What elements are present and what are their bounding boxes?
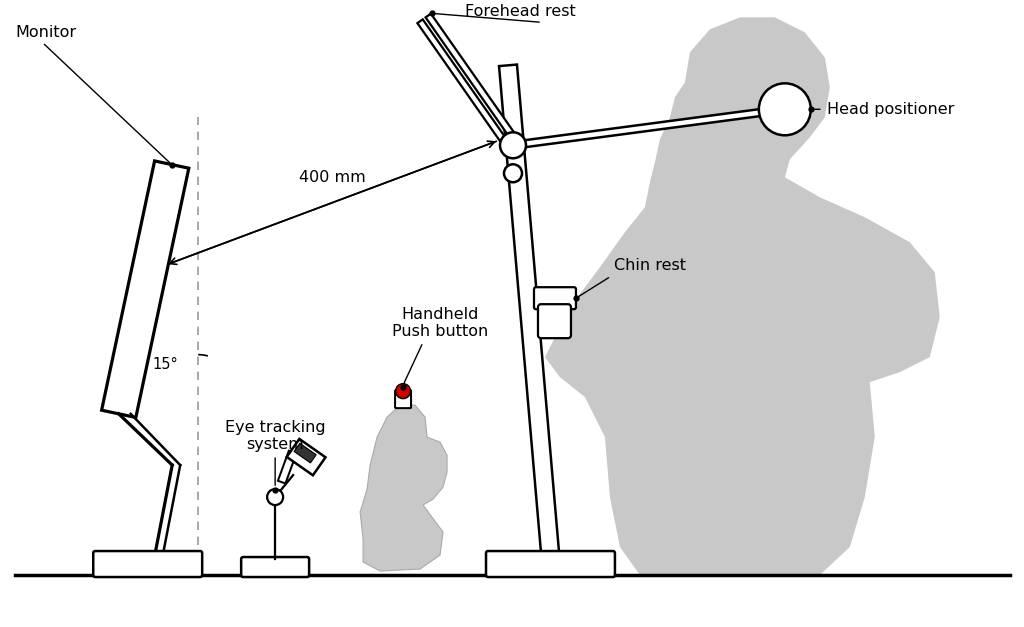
Text: Head positioner: Head positioner bbox=[826, 102, 954, 117]
Polygon shape bbox=[513, 106, 785, 149]
Polygon shape bbox=[426, 14, 520, 144]
Text: Handheld
Push button: Handheld Push button bbox=[392, 307, 488, 339]
Text: Monitor: Monitor bbox=[15, 25, 77, 40]
Polygon shape bbox=[499, 65, 561, 576]
FancyBboxPatch shape bbox=[242, 557, 309, 577]
Circle shape bbox=[504, 164, 522, 182]
FancyBboxPatch shape bbox=[534, 287, 575, 309]
FancyBboxPatch shape bbox=[395, 390, 411, 408]
Circle shape bbox=[395, 384, 411, 399]
FancyBboxPatch shape bbox=[93, 551, 202, 577]
Text: Eye tracking
system: Eye tracking system bbox=[225, 419, 326, 452]
Text: Forehead rest: Forehead rest bbox=[465, 4, 575, 19]
Polygon shape bbox=[360, 405, 447, 571]
Text: Chin rest: Chin rest bbox=[614, 258, 686, 273]
Circle shape bbox=[759, 83, 811, 135]
Polygon shape bbox=[278, 451, 296, 483]
Circle shape bbox=[267, 489, 283, 505]
Circle shape bbox=[500, 132, 526, 158]
Polygon shape bbox=[418, 19, 512, 150]
Polygon shape bbox=[287, 439, 326, 475]
FancyBboxPatch shape bbox=[486, 551, 615, 577]
Polygon shape bbox=[101, 161, 188, 418]
Polygon shape bbox=[294, 443, 316, 463]
Text: 15°: 15° bbox=[153, 357, 178, 372]
FancyBboxPatch shape bbox=[538, 304, 571, 338]
Text: 400 mm: 400 mm bbox=[299, 170, 366, 185]
Polygon shape bbox=[545, 18, 940, 575]
